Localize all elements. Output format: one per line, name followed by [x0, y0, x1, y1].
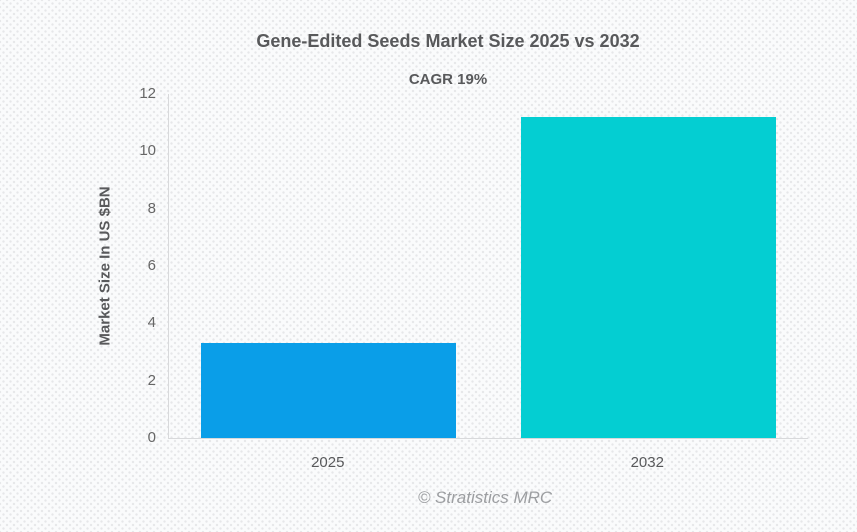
x-tick-label-2032: 2032: [630, 454, 664, 471]
chart-title: Gene-Edited Seeds Market Size 2025 vs 20…: [256, 31, 640, 51]
y-tick-label-8: 8: [147, 199, 156, 217]
bar-2025: [201, 343, 457, 438]
y-tick-label-0: 0: [147, 429, 156, 446]
y-tick-label-10: 10: [139, 142, 156, 160]
y-tick-label-12: 12: [139, 85, 156, 102]
x-tick-label-2025: 2025: [311, 454, 345, 471]
y-tick-label-6: 6: [147, 257, 156, 274]
plot-area: [168, 94, 808, 439]
chart-subtitle: CAGR 19%: [408, 71, 488, 88]
y-tick-label-4: 4: [147, 314, 156, 332]
bar-2032: [520, 116, 776, 438]
y-tick-label-2: 2: [147, 371, 156, 389]
source-attribution: © Stratistics MRC: [417, 488, 553, 507]
